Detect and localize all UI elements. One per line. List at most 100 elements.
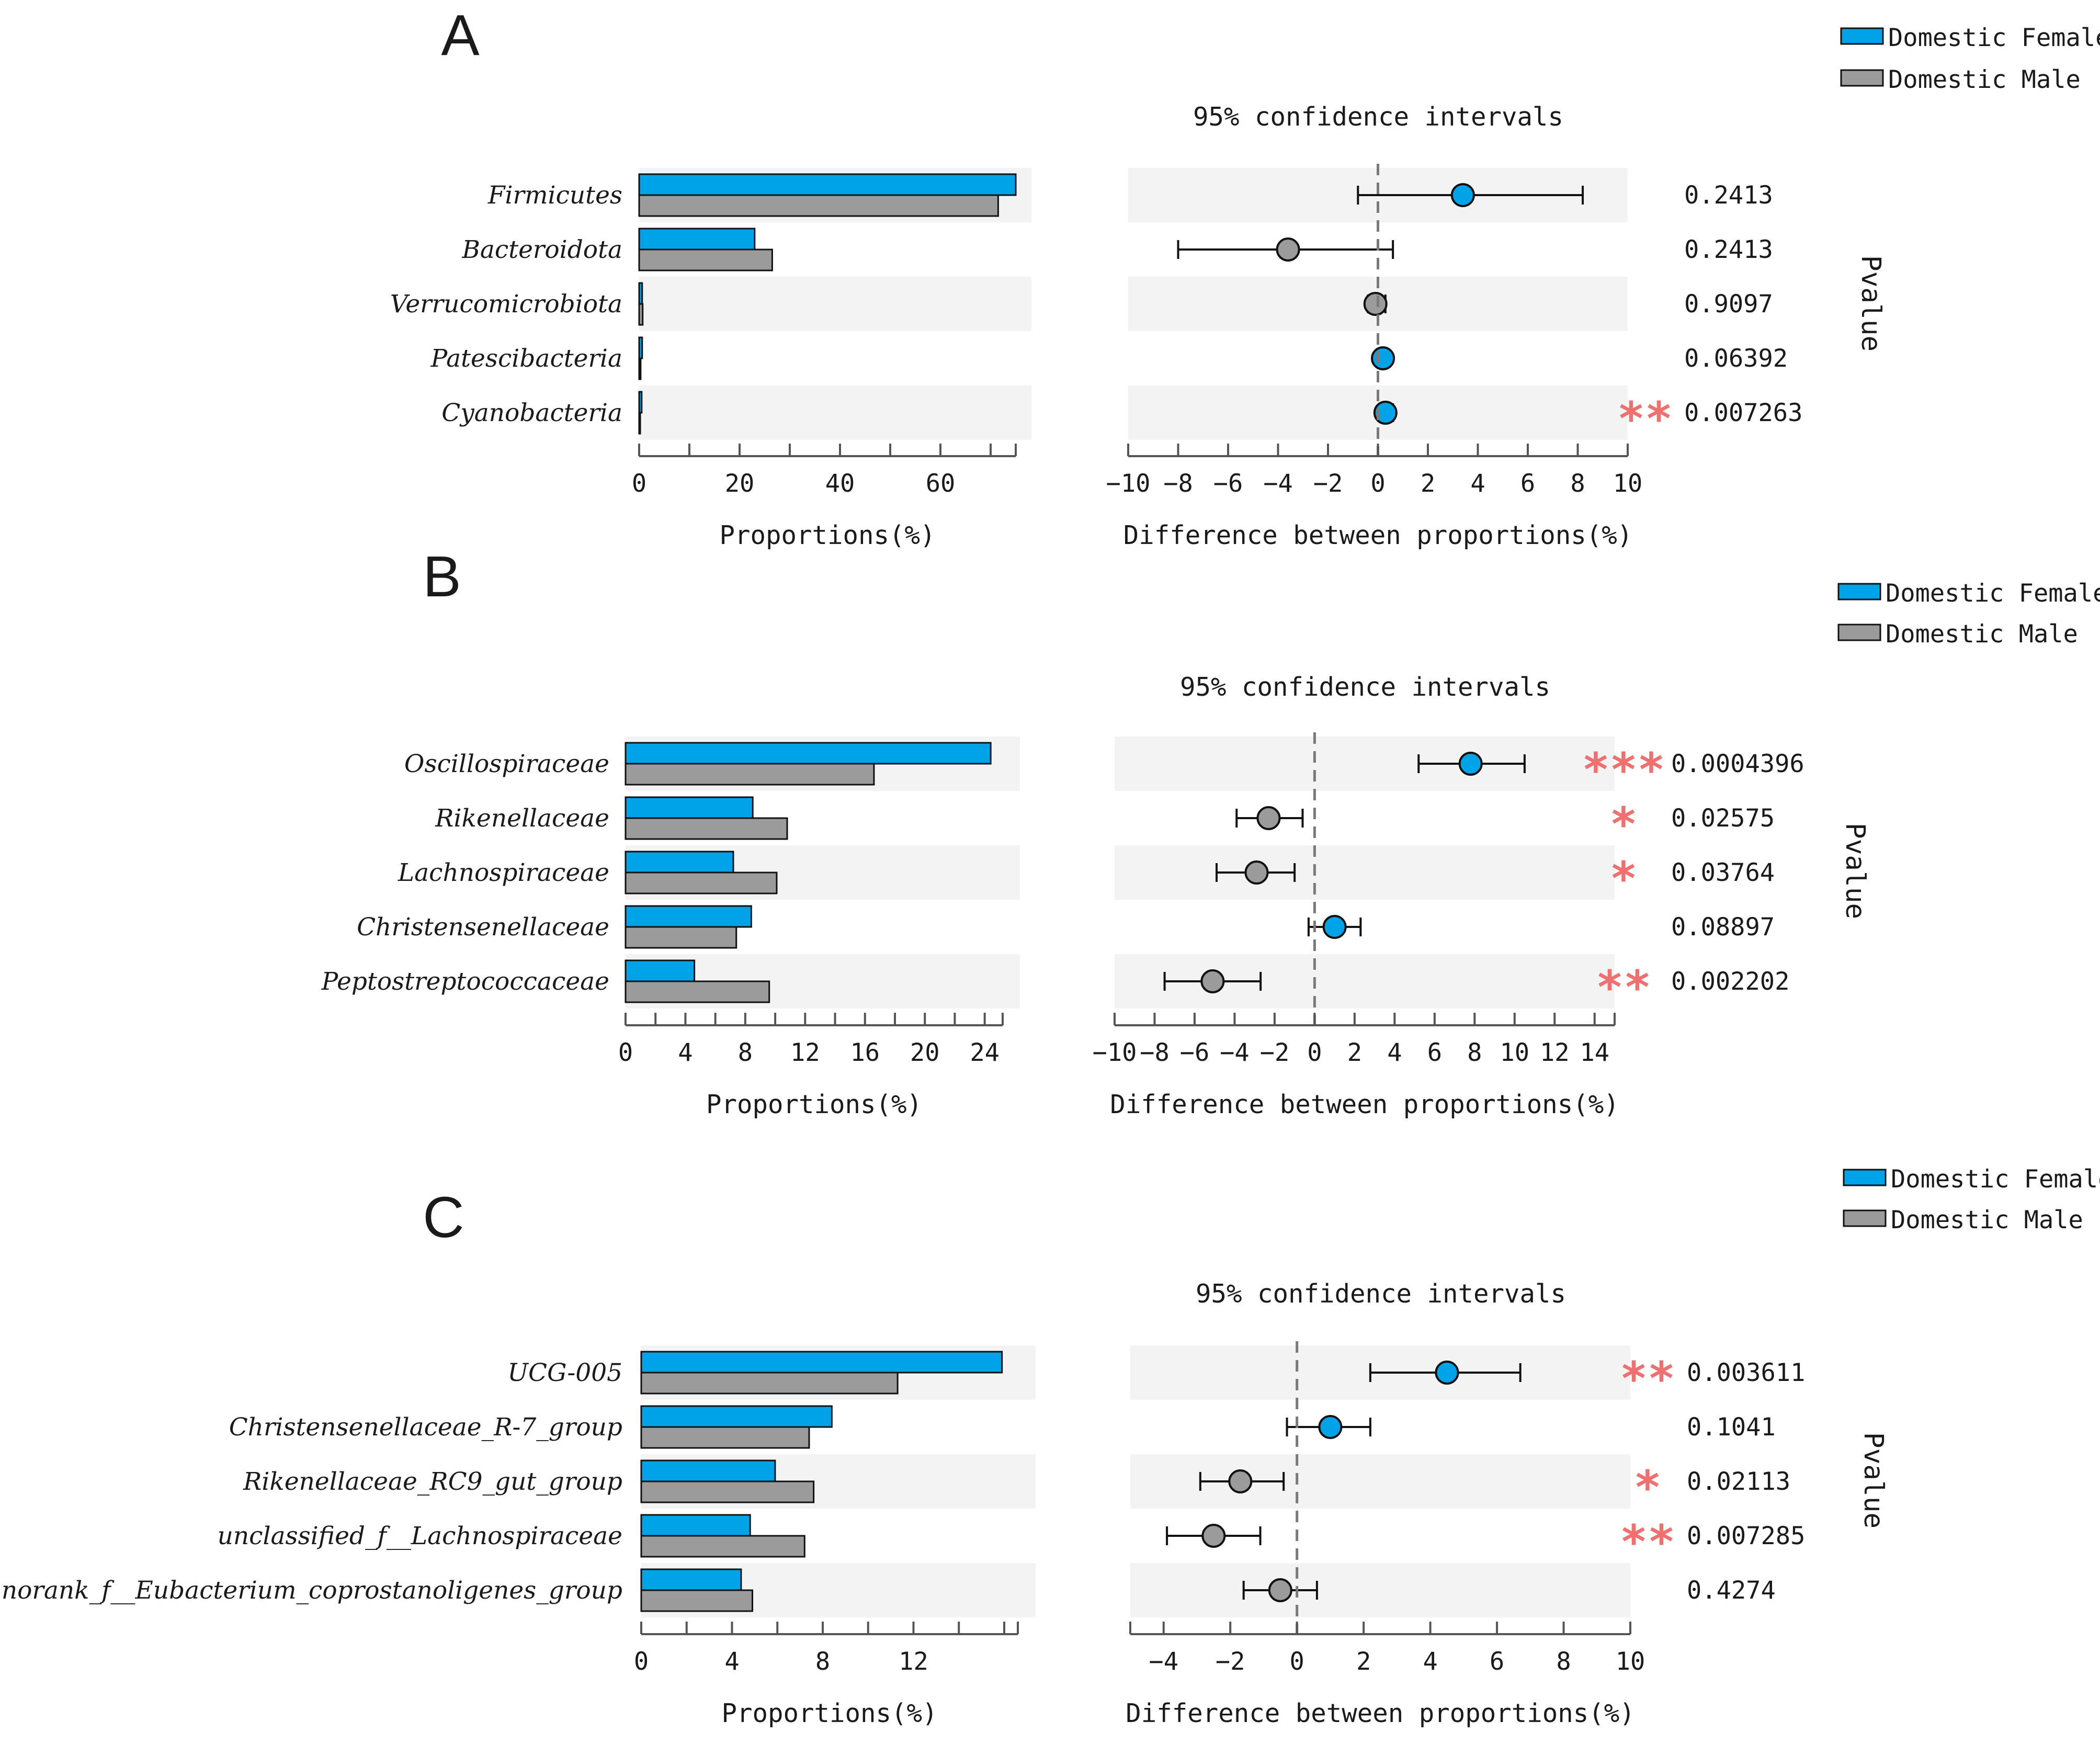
bar-female [638,282,643,305]
left-tick-label: 12 [790,1038,820,1067]
significance-stars: ** [1617,392,1673,446]
right-tick-label: −6 [1213,469,1243,498]
bar-male [638,248,773,271]
left-axis-title: Proportions(%) [706,1090,922,1119]
right-tick-label: 4 [1423,1647,1437,1676]
pvalue-text: 0.007285 [1687,1522,1805,1550]
taxon-label: Cyanobacteria [441,399,622,427]
taxon-label: Firmicutes [487,181,622,210]
right-tick-label: 8 [1570,469,1585,498]
pvalue-text: 0.02113 [1687,1467,1790,1496]
right-tick-label: −2 [1260,1038,1290,1067]
ci-title: 95% confidence intervals [1196,1279,1566,1309]
ci-point [1450,183,1475,207]
row-band-left [639,386,1031,440]
left-tick-label: 0 [632,469,646,498]
left-tick-label: 16 [850,1038,880,1067]
right-axis-title: Difference between proportions(%) [1110,1090,1619,1119]
pvalue-axis-label: Pvalue [1855,255,1886,352]
legend-swatch-male [1837,624,1881,641]
panel-letter: C [423,1185,464,1250]
row-band-left [639,277,1031,331]
pvalue-text: 0.9097 [1684,290,1773,319]
pvalue-text: 0.007263 [1684,399,1802,427]
bar-female [640,1459,776,1482]
left-tick-label: 0 [618,1038,633,1067]
left-tick-label: 24 [970,1038,1000,1067]
bar-male [638,412,641,435]
ci-point [1201,1524,1226,1548]
right-tick-label: −10 [1093,1038,1137,1067]
taxon-label: Bacteroidota [461,235,622,264]
taxon-label: Christensenellaceae_R-7_group [229,1413,622,1442]
bar-female [638,391,643,414]
legend-swatch-female [1840,27,1884,45]
ci-title: 95% confidence intervals [1180,672,1550,702]
ci-point [1435,1361,1459,1385]
panel-letter: B [423,545,461,609]
right-tick-label: 12 [1540,1038,1570,1067]
pvalue-text: 0.03764 [1671,858,1775,887]
bar-male [640,1589,754,1612]
ci-title: 95% confidence intervals [1193,102,1563,132]
bar-female [625,796,754,819]
left-tick-label: 4 [724,1647,739,1676]
significance-stars: * [1634,1460,1662,1514]
right-tick-label: 0 [1307,1038,1322,1067]
ci-point [1276,237,1300,262]
panel-c: C Domestic Female Domestic Male 95% confide… [2,1165,2100,1728]
pvalue-text: 0.0004396 [1671,750,1804,778]
right-axis-title: Difference between proportions(%) [1126,1698,1635,1728]
pvalue-text: 0.06392 [1684,344,1788,373]
bar-male [640,1372,899,1395]
taxon-label: UCG-005 [507,1358,622,1387]
significance-stars: ** [1620,1515,1675,1569]
bar-female [638,336,643,359]
left-tick-label: 4 [678,1038,693,1067]
bar-female [638,228,756,251]
row-band-right [1115,737,1615,791]
right-tick-label: 10 [1616,1647,1645,1676]
legend-label-male: Domestic Male [1888,65,2081,94]
pvalue-text: 0.2413 [1684,181,1773,210]
legend-swatch-female [1843,1169,1887,1186]
left-tick-label: 20 [910,1038,940,1067]
pvalue-text: 0.1041 [1687,1413,1776,1442]
pvalue-text: 0.003611 [1687,1358,1805,1387]
right-tick-label: −10 [1106,469,1151,498]
bar-female [640,1351,1003,1374]
taxon-label: Patescibacteria [430,344,622,373]
left-tick-label: 0 [634,1647,649,1676]
ci-point [1268,1578,1292,1602]
bar-male [638,357,642,380]
right-tick-label: 14 [1580,1038,1609,1067]
pvalue-axis-label: Pvalue [1840,823,1870,919]
left-tick-label: 40 [825,469,855,498]
legend-swatch-male [1840,69,1884,87]
legend-label-male: Domestic Male [1891,1206,2083,1235]
right-tick-label: −8 [1163,469,1193,498]
ci-point [1200,969,1225,993]
taxon-label: Lachnospiraceae [398,858,609,887]
bar-male [640,1480,815,1503]
significance-stars: *** [1582,743,1665,797]
right-tick-label: 6 [1520,469,1535,498]
right-tick-label: −4 [1149,1647,1178,1676]
taxon-label: Verrucomicrobiota [390,290,622,319]
ci-point [1373,401,1398,425]
right-tick-label: −2 [1313,469,1343,498]
bar-male [638,303,644,326]
pvalue-text: 0.08897 [1671,913,1775,942]
left-tick-label: 8 [815,1647,830,1676]
panel-b: B Domestic Female Domestic Male 95% confide… [321,545,2100,1119]
right-tick-label: 6 [1427,1038,1442,1067]
ci-point [1458,752,1483,776]
ci-point [1322,915,1347,939]
ci-point [1244,860,1269,885]
bar-male [625,926,737,949]
taxon-label: Christensenellaceae [357,913,609,942]
ci-point [1228,1469,1253,1493]
right-tick-label: 4 [1470,469,1485,498]
legend-label-male: Domestic Male [1886,620,2078,649]
bar-female [638,173,1017,196]
